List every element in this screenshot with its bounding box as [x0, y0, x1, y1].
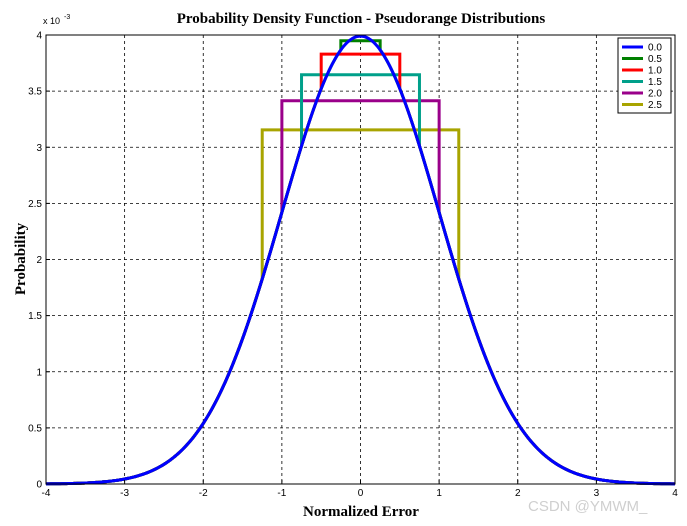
- y-tick-label: 2: [36, 255, 42, 266]
- legend-label: 0.0: [648, 43, 662, 54]
- y-tick-label: 0.5: [28, 423, 42, 434]
- axis-ticks: -4 -3 -2 -1 0 1 2 3 4 0 0.5 1 1.5 2 2.5 3 3.5 4: [28, 31, 678, 500]
- y-tick-label: 2.5: [28, 199, 42, 210]
- y-tick-label: 3: [36, 143, 42, 154]
- x-tick-label: -4: [42, 488, 51, 499]
- y-tick-label: 4: [36, 31, 42, 42]
- legend-label: 1.5: [648, 77, 662, 88]
- x-tick-label: -2: [199, 488, 208, 499]
- y-tick-label: 1: [36, 367, 42, 378]
- x-axis-label: Normalized Error: [303, 504, 419, 520]
- x-tick-label: 1: [436, 488, 442, 499]
- grid-lines: [46, 35, 675, 484]
- series-lines: [45, 34, 676, 486]
- legend-box: [617, 37, 672, 114]
- legend-label: 2.5: [648, 100, 662, 111]
- x-tick-label: 4: [672, 488, 678, 499]
- y-axis-label: Probability: [13, 222, 29, 295]
- y-multiplier: x 10 -3: [43, 14, 70, 26]
- watermark: CSDN @YMWM_: [528, 498, 648, 515]
- series-line-0-0: [45, 34, 676, 486]
- x-tick-label: 2: [515, 488, 521, 499]
- legend-label: 1.0: [648, 66, 662, 77]
- x-tick-label: -3: [120, 488, 129, 499]
- legend: 0.00.51.01.52.02.5: [617, 37, 672, 114]
- x-tick-label: 0: [358, 488, 364, 499]
- y-tick-label: 0: [36, 480, 42, 491]
- y-multiplier-base: x 10: [43, 16, 60, 26]
- x-tick-label: 3: [594, 488, 600, 499]
- y-tick-label: 1.5: [28, 311, 42, 322]
- y-multiplier-exponent: -3: [64, 14, 70, 21]
- legend-label: 2.0: [648, 89, 662, 100]
- x-tick-label: -1: [277, 488, 286, 499]
- y-tick-label: 3.5: [28, 87, 42, 98]
- series-line-1-5: [45, 73, 675, 486]
- chart-title: Probability Density Function - Pseudoran…: [177, 11, 546, 27]
- legend-label: 0.5: [648, 54, 662, 65]
